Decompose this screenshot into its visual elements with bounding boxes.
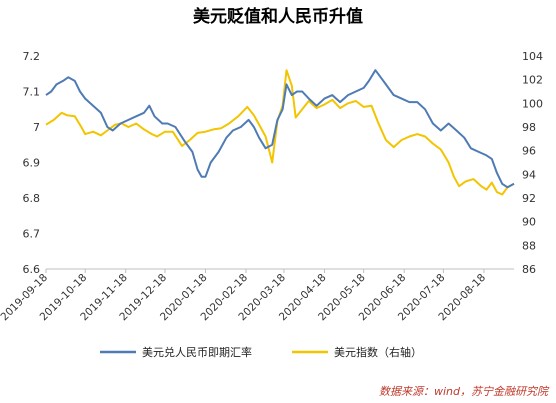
left-axis-ticks: 6.6 6.7 6.8 6.9 7 7.1 7.2 [23, 50, 41, 276]
series-line-1 [45, 69, 515, 196]
left-tick-label: 7 [33, 121, 40, 134]
left-tick-label: 6.6 [23, 263, 41, 276]
left-tick-label: 6.8 [23, 192, 41, 205]
chart-title: 美元贬值和人民币升值 [193, 6, 363, 27]
left-tick-label: 7.1 [23, 86, 41, 99]
left-tick-label: 7.2 [23, 50, 41, 63]
right-tick-label: 104 [522, 50, 543, 63]
right-tick-label: 102 [522, 74, 543, 87]
legend-label-1: 美元指数（右轴） [334, 345, 422, 359]
legend-label-0: 美元兑人民币即期汇率 [142, 345, 252, 359]
x-axis-ticks: 2019-09-182019-10-182019-11-182019-12-18… [0, 269, 488, 323]
legend: 美元兑人民币即期汇率 美元指数（右轴） [100, 345, 422, 359]
data-source: 数据来源：wind，苏宁金融研究院 [379, 385, 550, 398]
right-tick-label: 86 [522, 263, 536, 276]
right-tick-label: 92 [522, 192, 536, 205]
series-line-0 [45, 69, 515, 189]
right-tick-label: 100 [522, 97, 543, 110]
right-tick-label: 88 [522, 239, 536, 252]
right-axis-ticks: 86 88 90 92 94 96 98 100 102 104 [522, 50, 543, 276]
right-tick-label: 98 [522, 121, 536, 134]
right-tick-label: 94 [522, 168, 536, 181]
series-layer [45, 69, 515, 196]
left-tick-label: 6.7 [23, 228, 41, 241]
right-tick-label: 90 [522, 216, 536, 229]
left-tick-label: 6.9 [23, 157, 41, 170]
right-tick-label: 96 [522, 145, 536, 158]
